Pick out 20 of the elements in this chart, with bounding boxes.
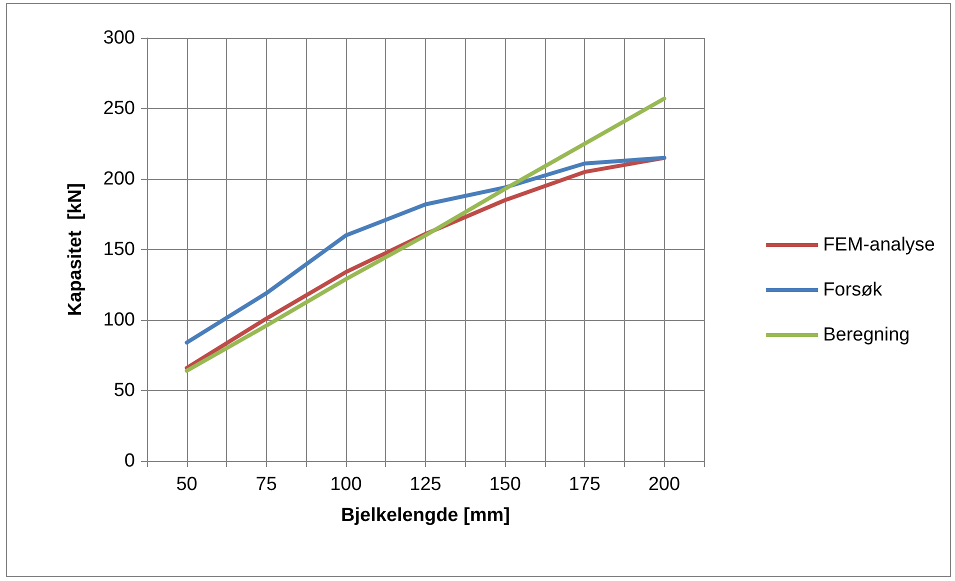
y-tick-label: 150 (103, 239, 135, 260)
line-series (184, 96, 666, 373)
y-tick-label: 0 (124, 450, 135, 472)
x-tick-label: 50 (176, 474, 198, 495)
y-tick-label: 200 (103, 168, 135, 190)
legend-label: FEM-analyse (823, 234, 935, 256)
x-tick-label: 150 (489, 474, 521, 495)
y-tick-label: 100 (103, 310, 135, 330)
x-tick-label: 125 (410, 474, 442, 495)
x-tick-label: 200 (648, 474, 680, 495)
y-axis-title: Kapasitet [kN] (65, 182, 86, 316)
x-axis-title: Bjelkelengde [mm] (341, 505, 510, 526)
y-tick-label: 50 (114, 380, 135, 401)
x-tick-label: 75 (256, 474, 277, 495)
legend-label: Beregning (823, 324, 910, 346)
x-tick-label: 175 (568, 474, 600, 495)
x-tick-label: 100 (330, 474, 362, 495)
y-tick-label: 250 (103, 98, 135, 119)
y-tick-label: 300 (103, 28, 135, 48)
legend-label: Forsøk (823, 280, 883, 300)
